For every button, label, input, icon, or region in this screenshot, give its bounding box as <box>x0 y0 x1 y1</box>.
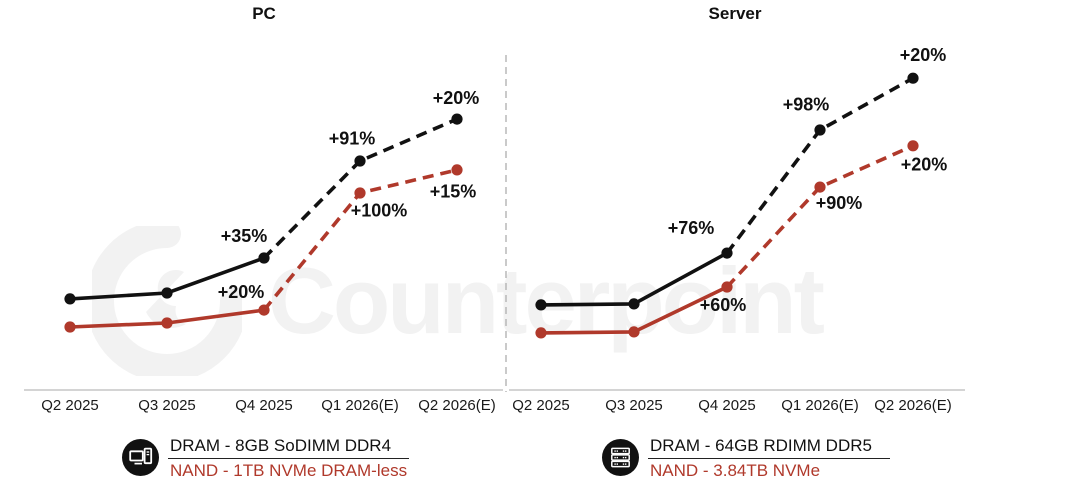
qoq-change-label: +15% <box>430 182 477 202</box>
qoq-change-label: +20% <box>218 282 265 302</box>
data-point <box>628 298 640 310</box>
chart-title-server: Server <box>708 4 762 23</box>
x-axis-label: Q1 2026(E) <box>781 397 859 414</box>
qoq-change-label: +20% <box>901 155 948 175</box>
qoq-change-label: +91% <box>329 129 376 149</box>
data-point <box>628 326 640 338</box>
legend-server: DRAM - 64GB RDIMM DDR5 NAND - 3.84TB NVM… <box>602 436 890 478</box>
data-point <box>64 321 76 333</box>
x-axis-label: Q2 2026(E) <box>874 397 952 414</box>
data-point <box>535 299 547 311</box>
data-point <box>814 181 826 193</box>
qoq-change-label: +98% <box>783 95 830 115</box>
data-point <box>721 247 733 259</box>
data-point <box>354 155 366 167</box>
data-point <box>64 293 76 305</box>
qoq-change-label: +100% <box>351 201 408 221</box>
legend-server-dram-label: DRAM - 64GB RDIMM DDR5 <box>648 436 890 459</box>
data-point <box>451 113 463 125</box>
qoq-change-label: +20% <box>433 88 480 108</box>
x-axis-label: Q2 2026(E) <box>418 397 496 414</box>
x-axis-label: Q3 2025 <box>605 397 663 414</box>
desktop-pc-icon <box>122 439 159 476</box>
x-axis-label: Q3 2025 <box>138 397 196 414</box>
legend-server-nand-label: NAND - 3.84TB NVMe <box>650 461 821 478</box>
qoq-change-label: +60% <box>700 295 747 315</box>
qoq-change-label: +76% <box>668 218 715 238</box>
legend-pc-dram-label: DRAM - 8GB SoDIMM DDR4 <box>168 436 410 459</box>
data-point <box>258 304 270 316</box>
server-rack-icon <box>602 439 639 476</box>
legend-pc-nand-label: NAND - 1TB NVMe DRAM-less <box>170 461 408 478</box>
data-point <box>161 317 173 329</box>
data-point <box>907 72 919 84</box>
x-axis-label: Q4 2025 <box>235 397 293 414</box>
data-point <box>535 327 547 339</box>
x-axis-label: Q2 2025 <box>41 397 99 414</box>
data-point <box>721 281 733 293</box>
legend-pc: DRAM - 8GB SoDIMM DDR4 NAND - 1TB NVMe D… <box>122 436 410 478</box>
data-point <box>258 252 270 264</box>
x-axis-label: Q4 2025 <box>698 397 756 414</box>
x-axis-label: Q1 2026(E) <box>321 397 399 414</box>
data-point <box>161 287 173 299</box>
data-point <box>354 187 366 199</box>
data-point <box>451 164 463 176</box>
chart-title-pc: PC <box>252 4 276 23</box>
qoq-change-label: +90% <box>816 193 863 213</box>
qoq-change-label: +35% <box>221 226 268 246</box>
qoq-change-label: +20% <box>900 45 947 65</box>
data-point <box>814 124 826 136</box>
data-point <box>907 140 919 152</box>
x-axis-label: Q2 2025 <box>512 397 570 414</box>
